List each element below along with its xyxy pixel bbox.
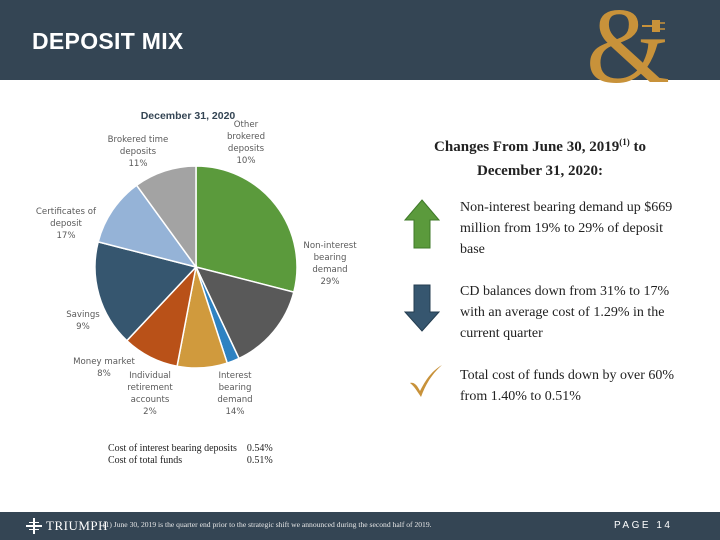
table-row: Cost of interest bearing deposits 0.54% <box>108 443 273 455</box>
pie-label-certificates-of-deposit: Certificates of deposit 17% <box>36 207 97 241</box>
pie-label-brokered-time-deposits: Brokered time deposits 11% <box>108 135 169 169</box>
changes-heading-line2: December 31, 2020: <box>477 163 603 179</box>
chart-title: December 31, 2020 <box>140 110 236 122</box>
changes-heading-line1: Changes From June 30, 2019 <box>434 139 620 155</box>
svg-text:&: & <box>586 0 670 92</box>
bullet-non-interest: Non-interest bearing demand up $669 mill… <box>460 200 673 257</box>
pie-label-interest-bearing-demand: Interest bearing demand 14% <box>217 371 252 417</box>
changes-heading: Changes From June 30, 2019(1) to Decembe… <box>400 130 680 183</box>
gold-checkmark-icon <box>410 365 442 397</box>
bullet-cd-balances: CD balances down from 31% to 17% with an… <box>460 284 670 341</box>
changes-heading-to: to <box>629 139 646 155</box>
cost-of-funds-table: Cost of interest bearing deposits 0.54% … <box>108 443 273 467</box>
cost-label: Cost of total funds <box>108 455 183 466</box>
pie-label-savings: Savings 9% <box>66 310 100 332</box>
footnote: (1) June 30, 2019 is the quarter end pri… <box>103 520 432 529</box>
pie-slice-other-brokered-deposits <box>135 165 197 270</box>
table-row: Cost of total funds 0.51% <box>108 455 273 467</box>
cost-label: Cost of interest bearing deposits <box>108 443 237 454</box>
pie-label-other-brokered-deposits: Other brokered deposits 10% <box>227 120 265 166</box>
brand-name: TRIUMPH <box>46 518 109 533</box>
blue-down-arrow-icon <box>404 284 440 332</box>
pie-slice-brokered-time-deposits <box>97 184 198 269</box>
page-title: DEPOSIT MIX <box>32 28 184 54</box>
pie-slice-interest-bearing-demand <box>194 265 295 360</box>
pie-slice-certificates-of-deposit <box>94 240 198 342</box>
bullet-cost-of-funds: Total cost of funds down by over 60% fro… <box>460 368 675 404</box>
pie-label-non-interest-bearing-demand: Non-interest bearing demand 29% <box>303 241 357 287</box>
pie-label-money-market: Money market 8% <box>73 357 135 379</box>
page-number: PAGE 14 <box>614 520 673 531</box>
deposit-mix-pie-chart: Non-interest bearing demand 29% Interest bear… <box>36 120 357 417</box>
cost-value: 0.54% <box>246 443 273 454</box>
green-up-arrow-icon <box>404 199 440 249</box>
pie-label-individual-retirement-accounts: Individual retirement accounts 2% <box>127 371 173 417</box>
pie-slice-non-interest-bearing-demand <box>195 165 298 294</box>
ampersand-plug-icon: & <box>586 0 670 92</box>
footnote-marker: (1) <box>619 137 630 147</box>
header-bar: DEPOSIT MIX & <box>0 0 720 92</box>
cost-value: 0.51% <box>246 455 273 466</box>
footer-bar: TRIUMPH (1) June 30, 2019 is the quarter… <box>0 512 720 540</box>
triumph-cross-icon <box>26 518 42 534</box>
